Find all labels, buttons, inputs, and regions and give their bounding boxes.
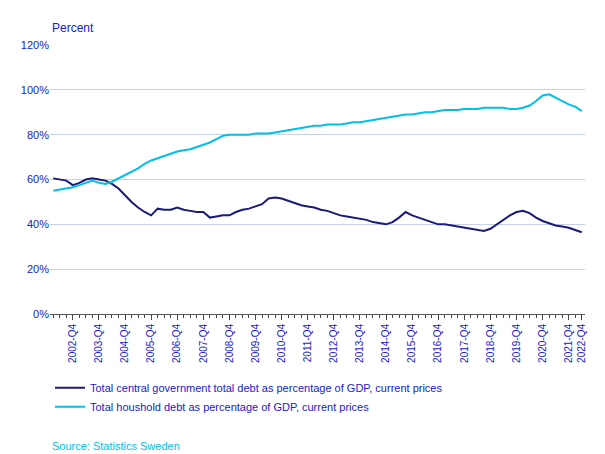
svg-text:2012-Q4: 2012-Q4 [328, 324, 339, 363]
svg-text:2007-Q4: 2007-Q4 [198, 324, 209, 363]
svg-text:2020-Q4: 2020-Q4 [537, 324, 548, 363]
svg-text:80%: 80% [27, 129, 49, 141]
svg-text:2010-Q4: 2010-Q4 [276, 324, 287, 363]
svg-text:2019-Q4: 2019-Q4 [511, 324, 522, 363]
svg-text:2015-Q4: 2015-Q4 [406, 324, 417, 363]
svg-text:60%: 60% [27, 173, 49, 185]
svg-text:100%: 100% [21, 84, 49, 96]
svg-text:2005-Q4: 2005-Q4 [145, 324, 156, 363]
svg-text:2013-Q4: 2013-Q4 [354, 324, 365, 363]
svg-text:2003-Q4: 2003-Q4 [93, 324, 104, 363]
svg-text:2009-Q4: 2009-Q4 [250, 324, 261, 363]
svg-text:2017-Q4: 2017-Q4 [459, 324, 470, 363]
svg-text:2008-Q4: 2008-Q4 [224, 324, 235, 363]
svg-text:2021-Q4: 2021-Q4 [563, 324, 574, 363]
svg-text:2011-Q4: 2011-Q4 [302, 324, 313, 363]
svg-text:2002-Q4: 2002-Q4 [67, 324, 78, 363]
svg-text:2006-Q4: 2006-Q4 [171, 324, 182, 363]
svg-text:Source: Statistics Sweden: Source: Statistics Sweden [52, 440, 180, 452]
svg-text:2004-Q4: 2004-Q4 [119, 324, 130, 363]
svg-text:2014-Q4: 2014-Q4 [380, 324, 391, 363]
svg-text:40%: 40% [27, 218, 49, 230]
svg-text:2018-Q4: 2018-Q4 [485, 324, 496, 363]
svg-text:2022-Q4: 2022-Q4 [576, 324, 587, 363]
svg-text:20%: 20% [27, 263, 49, 275]
svg-text:Percent: Percent [52, 21, 94, 35]
svg-text:Total central government total: Total central government total debt as p… [90, 382, 442, 394]
svg-text:Total houshold debt as percent: Total houshold debt as percentage of GDP… [90, 401, 369, 413]
svg-text:120%: 120% [21, 39, 49, 51]
svg-text:0%: 0% [33, 308, 49, 320]
svg-text:2016-Q4: 2016-Q4 [432, 324, 443, 363]
